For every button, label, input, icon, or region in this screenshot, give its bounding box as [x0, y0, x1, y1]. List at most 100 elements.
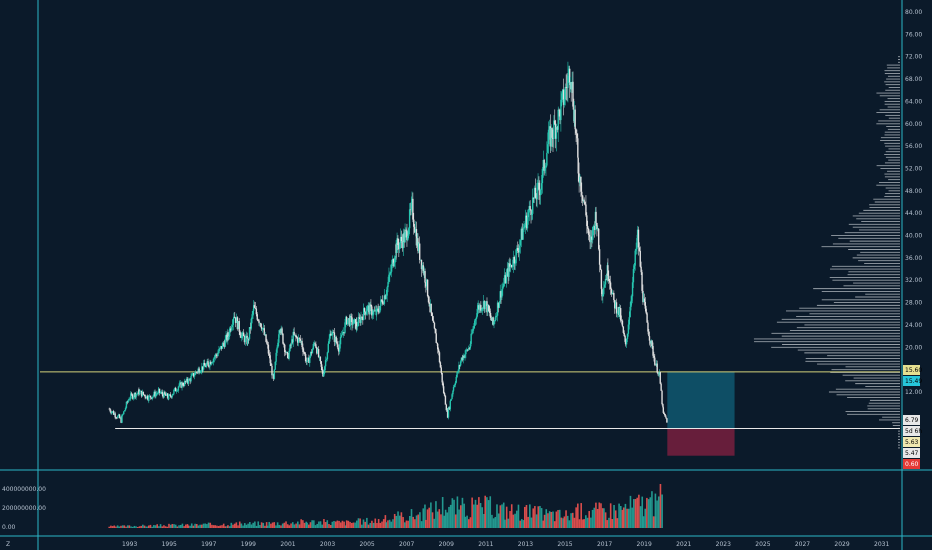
- price-candle: [330, 333, 332, 336]
- price-candle: [257, 319, 259, 321]
- price-candle: [251, 314, 253, 319]
- price-candle: [493, 321, 495, 325]
- price-candle: [286, 352, 289, 355]
- price-candle: [599, 264, 602, 270]
- price-candle: [126, 401, 129, 403]
- price-candle: [211, 362, 214, 363]
- price-candle: [517, 248, 519, 251]
- price-candle: [638, 247, 641, 251]
- price-candle: [404, 231, 406, 243]
- volume-bar: [634, 499, 637, 528]
- price-candle: [109, 408, 111, 412]
- volume-bar: [400, 512, 403, 528]
- price-candle: [535, 197, 537, 200]
- volume-bar: [247, 523, 249, 528]
- price-candle: [295, 334, 297, 338]
- price-candle: [405, 230, 407, 232]
- price-candle: [222, 343, 225, 344]
- price-candle: [240, 335, 242, 338]
- price-candle: [434, 328, 437, 334]
- price-candle: [489, 312, 492, 318]
- volume-bars: [108, 483, 663, 528]
- price-candle: [460, 357, 463, 362]
- price-candle: [357, 317, 360, 327]
- volume-bar: [137, 527, 139, 528]
- volume-bar: [311, 520, 313, 528]
- price-candle: [275, 352, 277, 362]
- price-candle: [396, 238, 398, 253]
- volume-bar: [484, 495, 487, 528]
- volume-bar: [431, 512, 434, 528]
- price-candle: [623, 332, 625, 337]
- volume-bar: [557, 510, 559, 528]
- price-candle: [114, 413, 116, 418]
- volume-bar: [227, 525, 229, 528]
- price-candle: [488, 305, 490, 311]
- volume-bar: [345, 520, 348, 528]
- price-candle: [182, 382, 184, 386]
- price-candle: [424, 271, 426, 283]
- price-candle: [545, 165, 547, 169]
- price-candle: [453, 385, 456, 387]
- price-tick-label: 64.00: [905, 98, 922, 105]
- volume-bar: [425, 519, 427, 528]
- volume-bar: [385, 522, 388, 528]
- time-axis[interactable]: 1993 1995 1997 1999 2001 2003 2005 2007 2009 2011…: [122, 541, 889, 548]
- price-candle: [312, 344, 315, 350]
- price-candle: [438, 352, 441, 363]
- price-candle: [397, 238, 399, 246]
- price-candle: [609, 282, 612, 289]
- price-candle: [569, 82, 572, 85]
- price-candle: [547, 129, 550, 145]
- price-candle: [452, 390, 454, 395]
- price-axis[interactable]: 80.00 76.00 72.00 68.00 64.00 60.00 56.00 52.00…: [905, 9, 922, 396]
- volume-bar: [173, 524, 175, 528]
- price-candle: [399, 236, 402, 243]
- volume-bar: [494, 516, 497, 528]
- price-candle: [585, 204, 587, 216]
- price-candle: [390, 271, 392, 274]
- volume-bar: [626, 508, 628, 528]
- volume-bar: [600, 503, 602, 528]
- price-candle: [150, 397, 153, 399]
- price-candle: [448, 407, 451, 410]
- volume-bar: [147, 525, 150, 528]
- volume-bar: [118, 526, 121, 528]
- volume-bar: [285, 521, 287, 528]
- price-candle: [245, 335, 247, 337]
- price-badge: [903, 376, 920, 386]
- price-candle: [605, 278, 608, 280]
- position-tool[interactable]: [667, 371, 735, 456]
- price-candle: [373, 310, 376, 312]
- price-candle: [513, 257, 516, 264]
- timezone-label[interactable]: Z: [6, 541, 10, 548]
- volume-bar: [603, 508, 605, 528]
- volume-bar: [266, 525, 269, 528]
- price-candle: [505, 273, 508, 284]
- price-candle: [329, 333, 331, 339]
- price-candle: [197, 369, 199, 373]
- price-candle: [654, 364, 657, 366]
- price-candle: [344, 322, 346, 333]
- price-candle: [171, 395, 173, 398]
- volume-bar: [283, 522, 286, 528]
- price-candle: [135, 393, 137, 398]
- price-candle: [475, 316, 478, 319]
- volume-bar: [505, 506, 508, 528]
- volume-bar: [138, 526, 141, 528]
- price-candle: [529, 206, 531, 210]
- volume-bar: [609, 503, 612, 528]
- price-candle: [145, 397, 147, 399]
- price-candle: [611, 292, 614, 295]
- price-candle: [229, 328, 232, 331]
- price-candle: [196, 372, 198, 373]
- price-candle: [160, 391, 163, 393]
- price-candle: [165, 393, 168, 396]
- price-candle: [268, 353, 271, 356]
- price-badge-label: 6.79: [905, 417, 919, 424]
- horizontal-lines[interactable]: [40, 371, 900, 429]
- price-candle: [500, 291, 502, 298]
- volume-bar: [392, 519, 394, 528]
- volume-bar: [226, 526, 228, 528]
